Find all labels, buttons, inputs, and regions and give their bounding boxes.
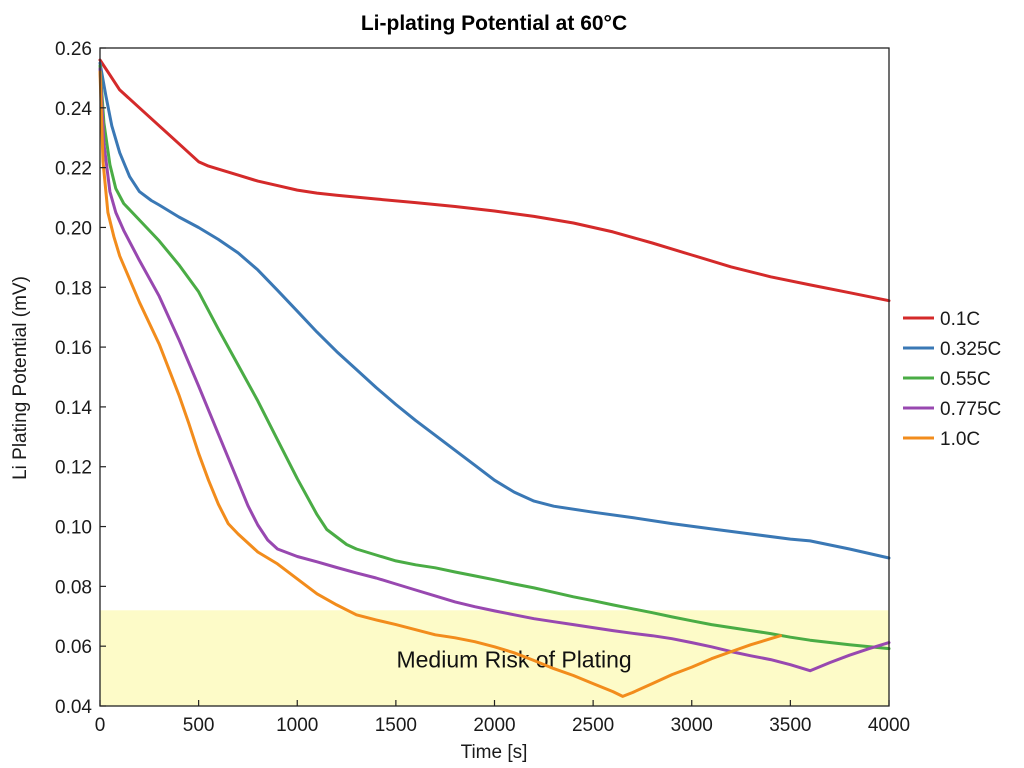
- series-line-1-0C: [98, 70, 782, 698]
- x-tick-label: 1000: [276, 715, 318, 736]
- y-axis-title: Li Plating Potential (mV): [10, 276, 31, 480]
- y-tick-label: 0.20: [55, 218, 92, 239]
- series-line-0-325C: [98, 61, 891, 560]
- x-tick-label: 3500: [769, 715, 811, 736]
- y-tick-label: 0.24: [55, 99, 92, 120]
- y-tick-label: 0.08: [55, 577, 92, 598]
- y-tick-label: 0.10: [55, 518, 92, 539]
- series-line-0-775C: [98, 67, 891, 673]
- legend-label-0-55C: 0.55C: [940, 369, 991, 390]
- x-tick-label: 1500: [375, 715, 417, 736]
- x-tick-label: 2500: [572, 715, 614, 736]
- y-tick-label: 0.06: [55, 637, 92, 658]
- chart-title: Li-plating Potential at 60°C: [361, 12, 627, 35]
- legend-label-0-1C: 0.1C: [940, 309, 980, 330]
- series-line-0-1C: [98, 58, 891, 303]
- legend: 0.1C 0.325C 0.55C 0.775C 1.0C: [903, 309, 1001, 450]
- legend-label-1-0C: 1.0C: [940, 429, 980, 450]
- series-line-0-55C: [98, 64, 891, 651]
- x-tick-label: 3000: [671, 715, 713, 736]
- y-tick-label: 0.16: [55, 338, 92, 359]
- risk-zone-label: Medium Risk of Plating: [396, 647, 631, 673]
- series-layer: [98, 58, 891, 698]
- y-tick-label: 0.26: [55, 39, 92, 60]
- x-tick-label: 500: [183, 715, 215, 736]
- x-tick-label: 0: [95, 715, 106, 736]
- y-tick-label: 0.14: [55, 398, 92, 419]
- y-tick-label: 0.12: [55, 458, 92, 479]
- legend-label-0-775C: 0.775C: [940, 399, 1001, 420]
- x-axis-title: Time [s]: [461, 742, 528, 763]
- x-tick-label: 2000: [473, 715, 515, 736]
- x-tick-label: 4000: [868, 715, 910, 736]
- legend-label-0-325C: 0.325C: [940, 339, 1001, 360]
- y-tick-label: 0.04: [55, 697, 92, 718]
- y-tick-label: 0.18: [55, 278, 92, 299]
- y-tick-label: 0.22: [55, 159, 92, 180]
- plot-frame: [99, 47, 890, 707]
- axes-layer: 0 500 1000 1500 2000 2500 3000 3500 4000 0.04 0.06…: [55, 39, 910, 736]
